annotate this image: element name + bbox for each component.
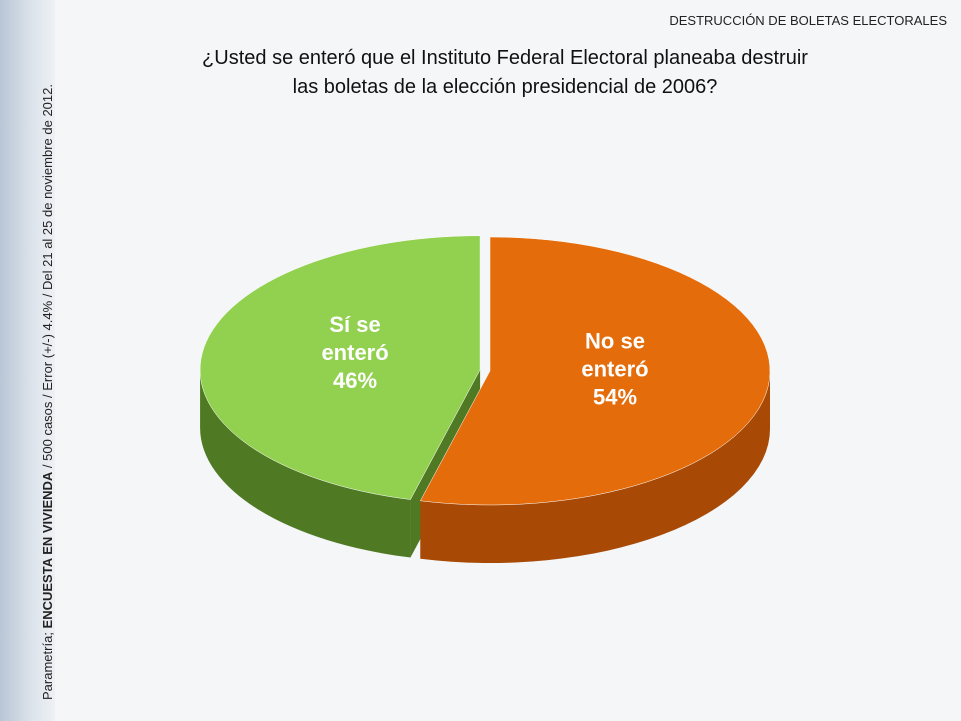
- category-label-line2: enteró: [321, 340, 388, 365]
- value-label: 46%: [333, 368, 377, 393]
- category-label-line1: Sí se: [329, 312, 380, 337]
- value-label: 54%: [593, 385, 637, 410]
- slice-label: Sí se enteró 46%: [321, 312, 388, 393]
- header: DESTRUCCIÓN DE BOLETAS ELECTORALES: [669, 13, 947, 28]
- slice-label: No se enteró 54%: [581, 329, 648, 410]
- slice-side: [200, 369, 411, 558]
- chart-title: ¿Usted se enteró que el Instituto Federa…: [202, 47, 808, 98]
- slice: [199, 235, 481, 500]
- category-label-line2: enteró: [581, 357, 648, 382]
- slice: [419, 236, 771, 506]
- slice-side: [420, 371, 770, 564]
- category-label-line1: No se: [585, 329, 645, 354]
- side-strip: [0, 0, 55, 721]
